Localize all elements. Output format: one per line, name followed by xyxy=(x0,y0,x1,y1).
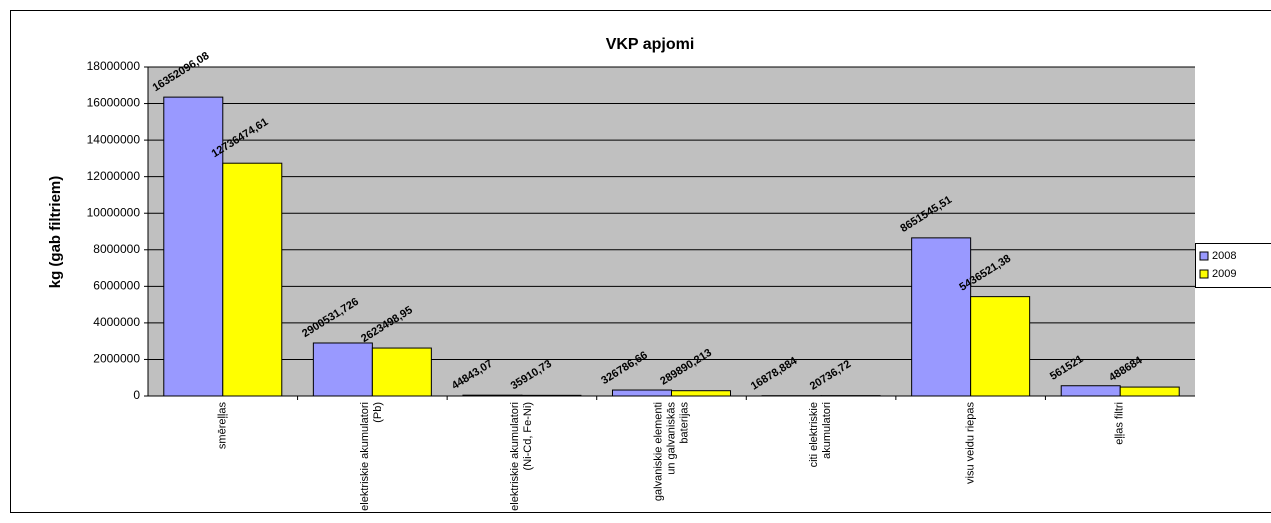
x-tick-label: visu veidu riepas xyxy=(964,402,977,484)
y-tick-label: 4000000 xyxy=(93,315,140,329)
bar xyxy=(671,390,731,397)
bar xyxy=(371,347,432,397)
x-tick-label: elektriskie akumulatori (Ni-Cd, Fe-Ni) xyxy=(508,402,534,511)
y-tick-label: 6000000 xyxy=(93,279,140,293)
bar xyxy=(612,389,672,397)
bar xyxy=(312,342,373,397)
legend-label: 2009 xyxy=(1212,268,1236,280)
x-tick-label: elektriskie akumulatori (Pb) xyxy=(359,402,385,511)
bar xyxy=(462,394,523,397)
y-tick-label: 0 xyxy=(133,388,140,402)
bar xyxy=(163,96,224,397)
y-tick-label: 10000000 xyxy=(87,205,141,219)
legend-label: 2008 xyxy=(1212,250,1236,262)
bar xyxy=(222,162,283,397)
legend-swatch xyxy=(1199,269,1209,279)
y-tick-label: 18000000 xyxy=(87,59,141,73)
bar xyxy=(1119,386,1180,397)
chart-title: VKP apjomi xyxy=(606,36,695,53)
y-tick-label: 8000000 xyxy=(93,242,140,256)
bar xyxy=(911,237,972,397)
x-tick-label: galvaniskie elementi un galvaniskās bate… xyxy=(652,402,690,502)
y-tick-label: 14000000 xyxy=(87,132,141,146)
y-tick-label: 12000000 xyxy=(87,169,141,183)
x-tick-label: citi elektriskie akumulatori xyxy=(808,402,834,468)
x-tick-label: smēreļļas xyxy=(216,402,229,450)
plot-area xyxy=(148,67,1195,396)
legend-box xyxy=(1195,243,1271,288)
y-tick-label: 2000000 xyxy=(93,352,140,366)
legend-swatch xyxy=(1199,251,1209,261)
y-tick-label: 16000000 xyxy=(87,96,141,110)
bar xyxy=(1060,385,1121,397)
bar xyxy=(970,296,1031,397)
y-axis-title: kg (gab filtriem) xyxy=(47,176,64,289)
x-tick-label: eļļas filtri xyxy=(1113,402,1126,445)
bar xyxy=(521,394,582,397)
